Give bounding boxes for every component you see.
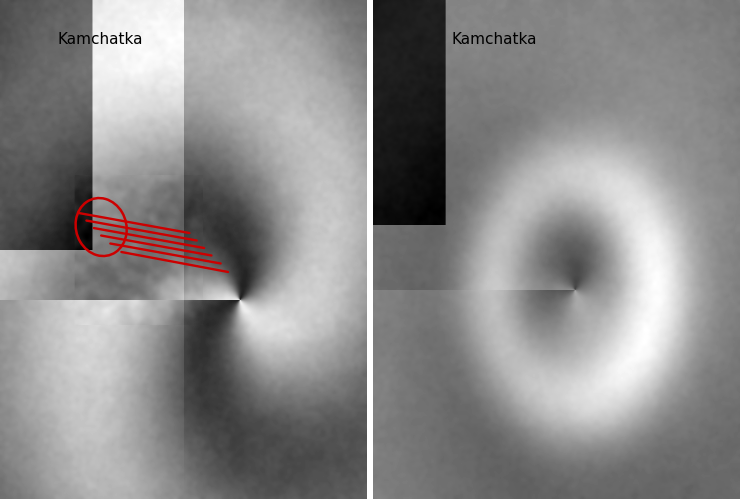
Text: Kamchatka: Kamchatka — [57, 32, 143, 47]
Text: Kamchatka: Kamchatka — [451, 32, 536, 47]
